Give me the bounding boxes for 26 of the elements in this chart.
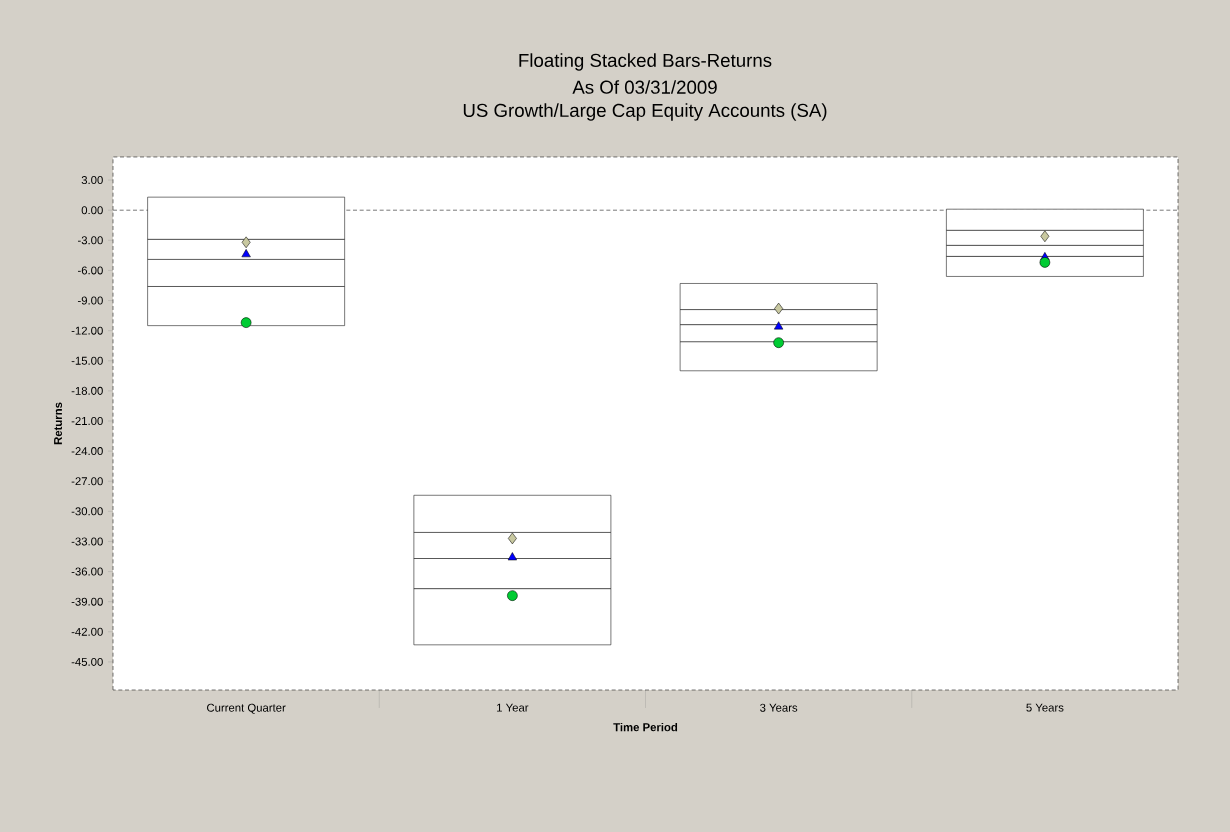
y-tick-label: -30.00 xyxy=(71,507,103,516)
y-tick-label: 3.00 xyxy=(81,176,103,185)
x-tick-label: 5 Years xyxy=(1026,703,1064,712)
y-tick-label: -24.00 xyxy=(71,447,103,456)
y-tick-label: -33.00 xyxy=(71,537,103,546)
x-axis-title: Time Period xyxy=(613,722,678,732)
y-tick-label: -45.00 xyxy=(71,657,103,666)
y-tick-label: -12.00 xyxy=(71,326,103,335)
y-tick-label: -27.00 xyxy=(71,477,103,486)
chart-title: Floating Stacked Bars-Returns xyxy=(519,53,772,71)
x-tick-label: 3 Years xyxy=(760,703,798,712)
text: US Growth/Large Cap Equity Accounts (SA) xyxy=(463,103,827,121)
y-tick-label: -21.00 xyxy=(71,416,103,425)
x-tick-label: Current Quarter xyxy=(207,703,286,714)
y-tick-label: -6.00 xyxy=(77,266,103,275)
x-tick-label: 1 Year xyxy=(497,703,529,712)
y-tick-label: 0.00 xyxy=(81,206,103,215)
chart-subtitle: As Of 03/31/2009 xyxy=(572,80,717,94)
y-tick-label: -36.00 xyxy=(71,567,103,576)
y-tick-label: -42.00 xyxy=(71,627,103,636)
y-tick-label: -3.00 xyxy=(77,236,103,245)
y-tick-label: -18.00 xyxy=(71,386,103,395)
y-axis-title: Returns xyxy=(54,402,62,445)
y-tick-label: -39.00 xyxy=(71,597,103,606)
y-tick-label: -9.00 xyxy=(77,296,103,305)
y-tick-label: -15.00 xyxy=(71,356,103,365)
